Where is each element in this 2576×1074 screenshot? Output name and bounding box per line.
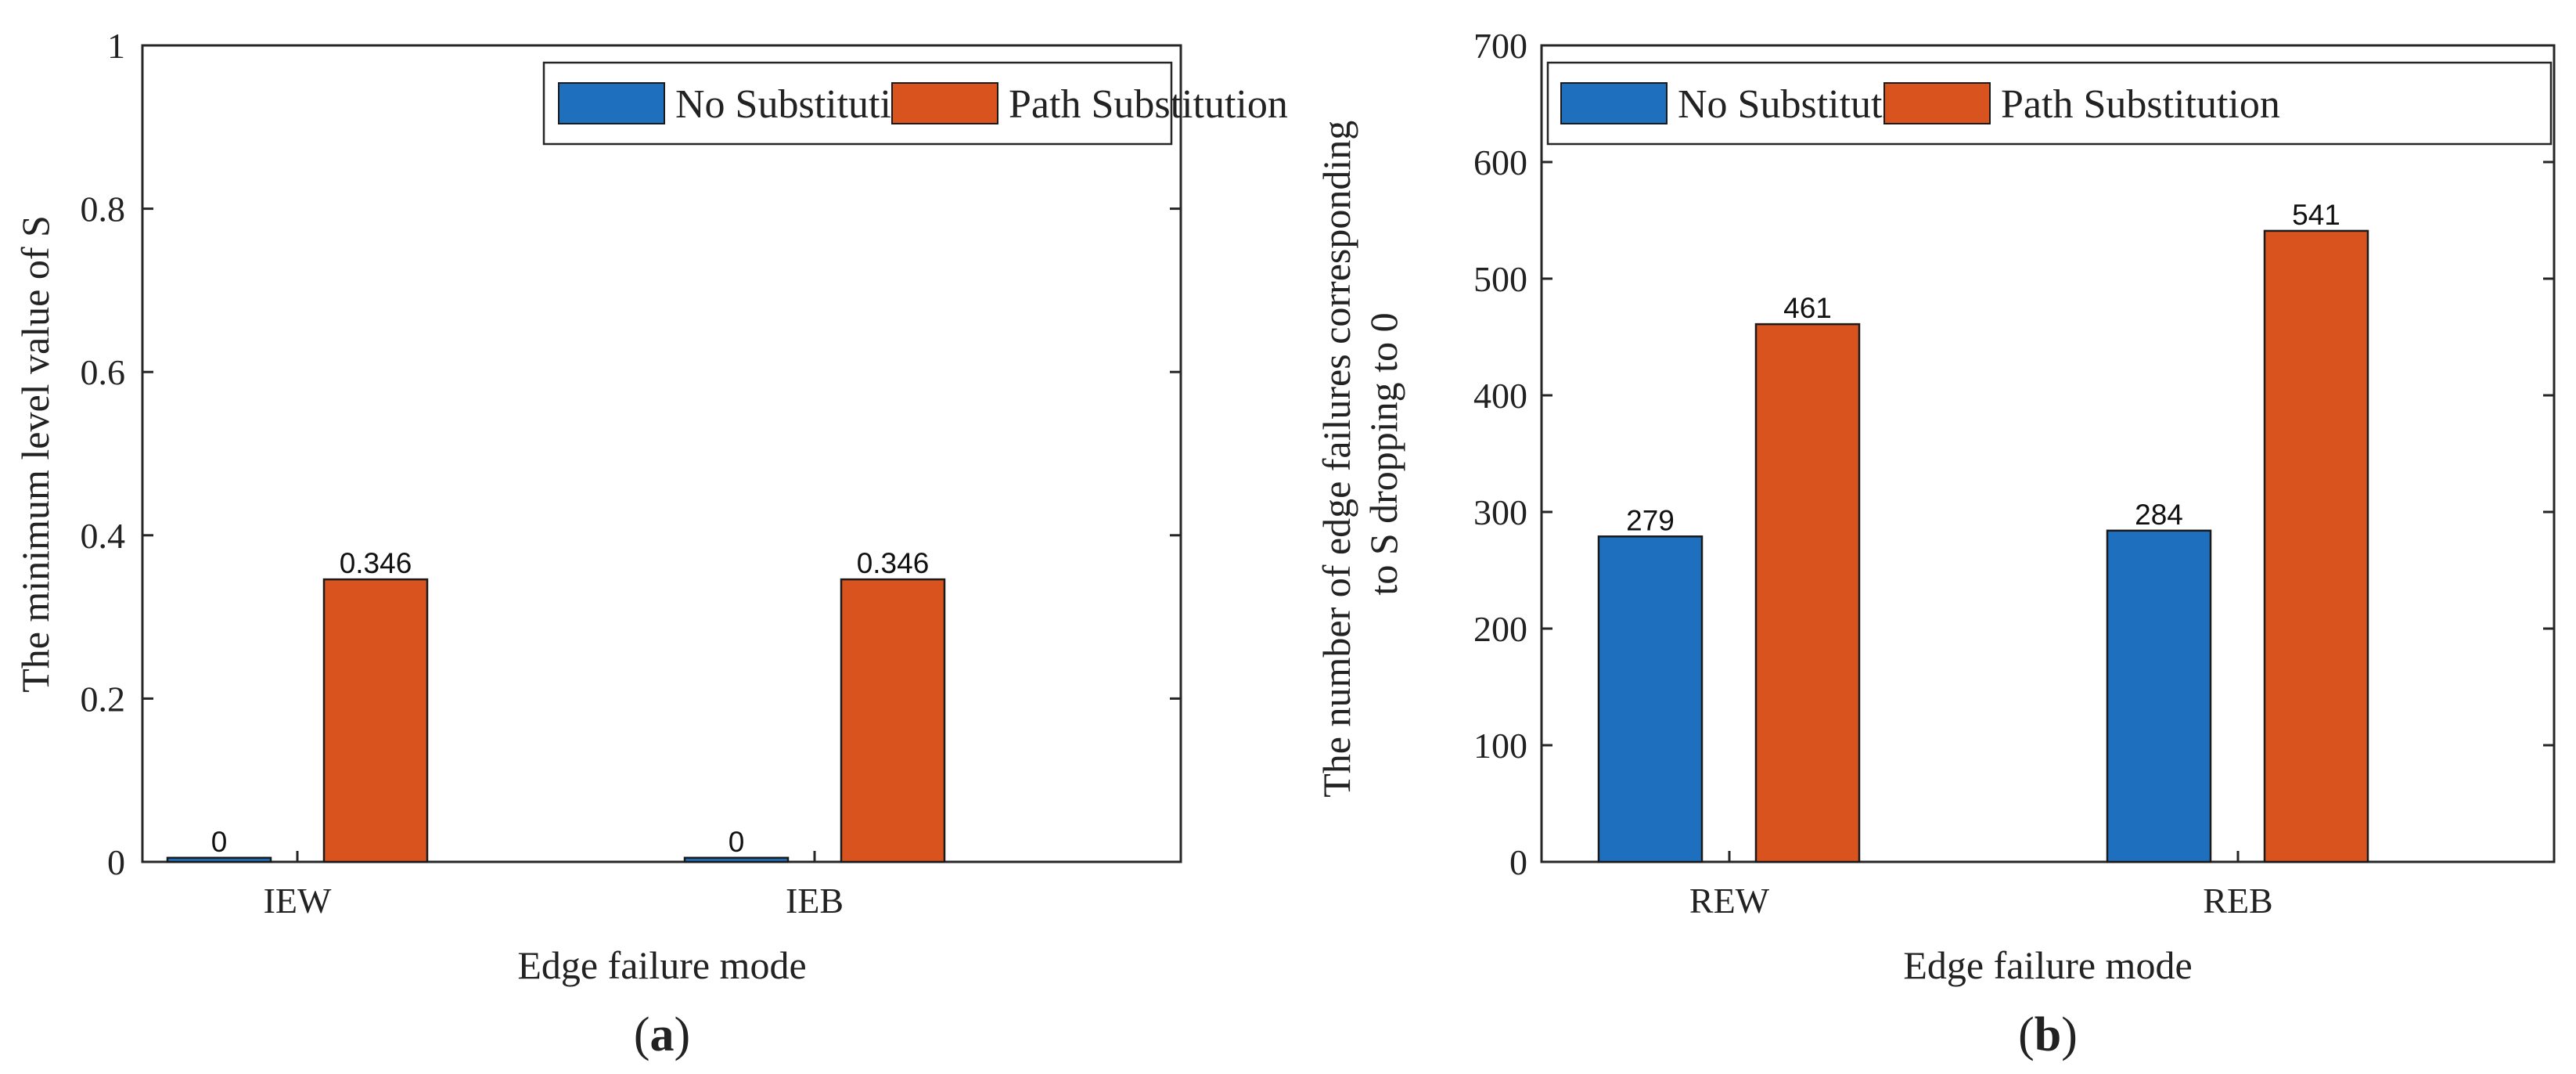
chart-a-plot-area [141, 44, 1182, 863]
chart-a-bar-no-substitution-iew [166, 856, 272, 863]
chart-b-y-axis-title-line-2: to S dropping to 0 [1362, 312, 1405, 595]
chart-b-legend: No Substitution Path Substitution [1546, 61, 2553, 146]
chart-b-y-ticks: 0 100 200 300 400 500 600 700 [1473, 26, 2554, 882]
chart-a-y-ticks: 0 0.2 0.4 0.6 0.8 1 [81, 26, 1181, 882]
chart-b-data-label: 279 [1626, 504, 1675, 536]
chart-b-legend-label-path-substitution: Path Substitution [2001, 82, 2280, 127]
chart-b-y-tick-label: 700 [1473, 26, 1527, 66]
chart-b-bar-no-substitution-rew [1597, 535, 1704, 863]
panel-label-b: (b) [2018, 1008, 2078, 1061]
chart-a-bar-path-substitution-iew [322, 578, 429, 863]
chart-a-bar-no-substitution-ieb [683, 856, 790, 863]
chart-a-bar-path-substitution-ieb [840, 578, 946, 863]
chart-a-legend-label-path-substitution: Path Substitution [1009, 82, 1288, 127]
chart-b-data-label: 284 [2135, 499, 2183, 531]
chart-a-legend-label-no-substitution: No Substitution [675, 82, 932, 127]
chart-b-y-tick-label: 200 [1473, 609, 1527, 649]
chart-a-data-label: 0 [729, 826, 745, 858]
chart-a-x-ticks: IEW IEB [264, 851, 844, 921]
chart-b-data-label: 541 [2292, 199, 2340, 231]
chart-a-legend-swatch-path-substitution [891, 82, 998, 124]
chart-a: 0 0.2 0.4 0.6 0.8 1 0 0 0.346 0.346 IEW IEB The m… [13, 26, 1288, 1061]
chart-b-y-tick-label: 600 [1473, 142, 1527, 182]
chart-b-legend-box [1546, 61, 2553, 146]
chart-b-data-label: 461 [1783, 292, 1832, 324]
chart-a-y-axis-title: The minimum level value of S [13, 215, 57, 693]
chart-a-data-label: 0 [211, 826, 228, 858]
chart-a-data-label: 0.346 [340, 547, 412, 579]
chart-b-y-tick-label: 400 [1473, 376, 1527, 416]
panel-label-a: (a) [634, 1008, 690, 1061]
chart-b-y-tick-label: 100 [1473, 726, 1527, 766]
chart-a-x-axis-title: Edge failure mode [517, 943, 806, 987]
chart-b-bar-no-substitution-reb [2106, 529, 2212, 863]
chart-b-y-tick-label: 0 [1509, 842, 1527, 882]
chart-b-legend-swatch-no-substitution [1560, 82, 1668, 124]
chart-b-legend-swatch-path-substitution [1883, 82, 1991, 124]
chart-a-x-tick-label: IEB [786, 881, 844, 921]
chart-a-y-tick-label: 1 [107, 26, 125, 66]
chart-a-bars: 0 0 0.346 0.346 [166, 547, 946, 863]
chart-b-x-axis-title: Edge failure mode [1903, 943, 2192, 987]
chart-b-y-tick-label: 500 [1473, 259, 1527, 299]
chart-b-plot-area [1540, 44, 2556, 863]
chart-a-x-tick-label: IEW [264, 881, 332, 921]
chart-a-y-tick-label: 0.8 [81, 189, 126, 229]
chart-b-y-axis-title-line-1: The number of edge failures correspondin… [1315, 121, 1358, 798]
chart-a-y-tick-label: 0.2 [81, 679, 126, 719]
chart-a-legend: No Substitution Path Substitution [542, 61, 1288, 146]
chart-b-y-tick-label: 300 [1473, 492, 1527, 532]
chart-b-y-axis-title: The number of edge failures correspondin… [1315, 110, 1405, 797]
chart-a-legend-swatch-no-substitution [558, 82, 665, 124]
chart-b-x-tick-label: REB [2203, 881, 2272, 921]
chart-b-bar-path-substitution-rew [1754, 323, 1861, 863]
chart-b-x-ticks: REW REB [1689, 851, 2273, 921]
chart-a-data-label: 0.346 [857, 547, 930, 579]
chart-b-bar-path-substitution-reb [2263, 229, 2369, 863]
chart-b-x-tick-label: REW [1689, 881, 1770, 921]
chart-a-y-tick-label: 0.4 [81, 516, 126, 556]
chart-b-bars: 279 284 461 541 [1597, 199, 2369, 863]
chart-a-y-tick-label: 0.6 [81, 352, 126, 392]
chart-a-y-tick-label: 0 [107, 842, 125, 882]
